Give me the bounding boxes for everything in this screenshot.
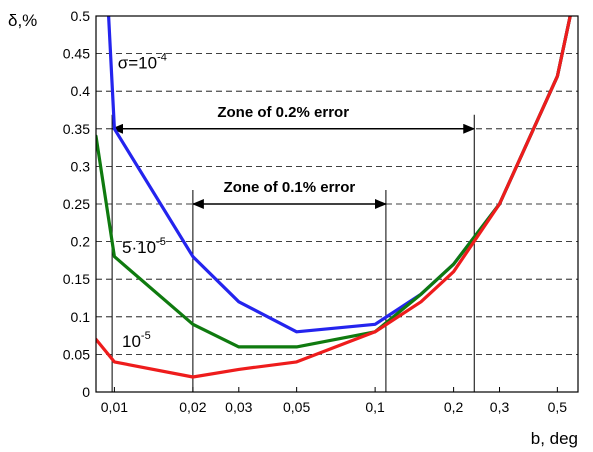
series-label: 10-5: [122, 330, 151, 351]
series-label-exponent: -5: [141, 330, 151, 342]
zone-label: Zone of 0.2% error: [217, 104, 349, 121]
x-tick-label: 0,1: [365, 399, 385, 415]
y-tick-label: 0.3: [71, 158, 91, 174]
x-tick-label: 0,03: [225, 399, 252, 415]
series-labels: σ=10-45·10-510-5: [118, 52, 167, 351]
y-tick-label: 0: [82, 384, 90, 400]
series-line: [96, 16, 572, 379]
series-label-base: σ=10: [118, 54, 157, 73]
series-label-exponent: -4: [157, 52, 167, 64]
y-tick-label: 0.15: [63, 271, 90, 287]
series-label: 5·10-5: [122, 236, 166, 257]
y-tick-label: 0.05: [63, 346, 90, 362]
x-axis-label: b, deg: [531, 429, 578, 448]
plot-frame: [95, 15, 579, 393]
x-tick-labels: 0,01 0,02 0,03 0,05 0,1 0,2 0,3 0,5: [101, 387, 568, 415]
y-tick-label: 0.35: [63, 121, 90, 137]
series-label-base: 10: [122, 332, 141, 351]
x-tick-label: 0,5: [548, 399, 568, 415]
y-tick-labels: 0 0.05 0.1 0.15 0.2 0.25 0.3 0.35 0.4 0.45 0.5: [63, 8, 90, 400]
y-tick-label: 0.45: [63, 46, 90, 62]
series-label-exponent: -5: [156, 236, 166, 248]
x-tick-label: 0,01: [101, 399, 128, 415]
y-tick-label: 0.5: [71, 8, 91, 24]
zone-label: Zone of 0.1% error: [224, 179, 356, 196]
y-tick-label: 0.2: [71, 234, 91, 250]
y-tick-label: 0.4: [71, 83, 91, 99]
zone-annotations: Zone of 0.2% error Zone of 0.1% error: [111, 104, 476, 209]
x-tick-label: 0,02: [179, 399, 206, 415]
x-tick-label: 0,3: [490, 399, 510, 415]
x-tick-label: 0,2: [444, 399, 464, 415]
series-line: [106, 16, 572, 334]
y-tick-label: 0.1: [71, 309, 91, 325]
zone-boundary-lines: [111, 114, 475, 392]
series-label: σ=10-4: [118, 52, 167, 73]
y-tick-label: 0.25: [63, 196, 90, 212]
x-tick-label: 0,05: [283, 399, 310, 415]
series-lines: [96, 16, 572, 379]
y-axis-label: δ,%: [8, 11, 37, 30]
series-label-base: 5·10: [122, 238, 156, 257]
